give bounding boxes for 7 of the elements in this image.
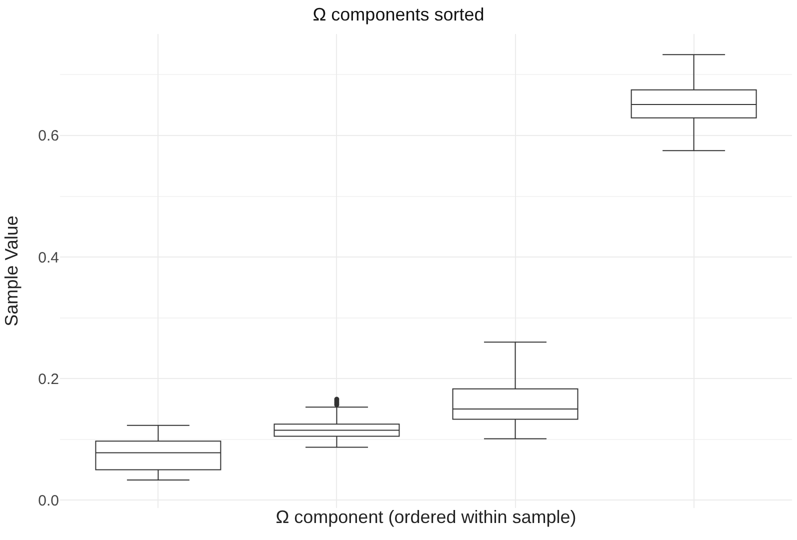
x-axis-title: Ω component (ordered within sample) bbox=[276, 507, 576, 528]
chart-title: Ω components sorted bbox=[312, 4, 484, 25]
y-tick-label: 0.6 bbox=[38, 128, 59, 145]
y-tick-label: 0.4 bbox=[38, 249, 59, 266]
y-axis-title: Sample Value bbox=[1, 216, 22, 326]
y-tick-label: 0.0 bbox=[38, 492, 59, 510]
y-tick-label: 0.2 bbox=[38, 370, 59, 388]
